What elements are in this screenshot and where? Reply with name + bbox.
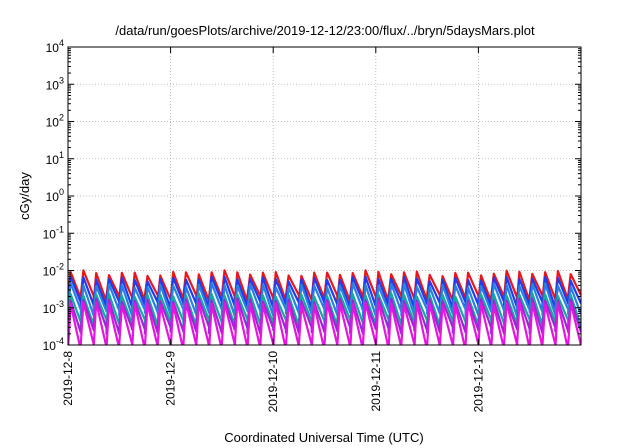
- y-tick-label: 103: [46, 75, 64, 92]
- x-axis: 2019-12-8 2019-12-9 2019-12-10 2019-12-11 20…: [61, 47, 485, 412]
- y-tick-label: 10-3: [43, 299, 64, 316]
- y-tick-label: 10-2: [43, 262, 64, 279]
- x-axis-label: Coordinated Universal Time (UTC): [224, 430, 423, 445]
- series-layer: [68, 269, 581, 345]
- y-tick-label: 100: [46, 187, 64, 204]
- y-tick-label: 10-1: [43, 224, 64, 241]
- y-tick-label: 102: [46, 113, 64, 130]
- y-axis-label: cGy/day: [17, 172, 32, 220]
- x-tick-label: 2019-12-12: [471, 351, 485, 413]
- y-tick-label: 10-4: [43, 336, 64, 353]
- chart-title: /data/run/goesPlots/archive/2019-12-12/2…: [115, 23, 535, 38]
- y-tick-label: 101: [46, 150, 64, 167]
- x-tick-label: 2019-12-9: [164, 351, 178, 406]
- x-tick-label: 2019-12-10: [266, 351, 280, 413]
- x-tick-label: 2019-12-11: [369, 351, 383, 412]
- y-axis: 10-4 10-3 10-2 10-1 100 101 102 103 104: [43, 38, 581, 353]
- y-tick-label: 104: [46, 38, 64, 55]
- x-tick-label: 2019-12-8: [61, 351, 75, 406]
- series-line-6: [68, 300, 581, 345]
